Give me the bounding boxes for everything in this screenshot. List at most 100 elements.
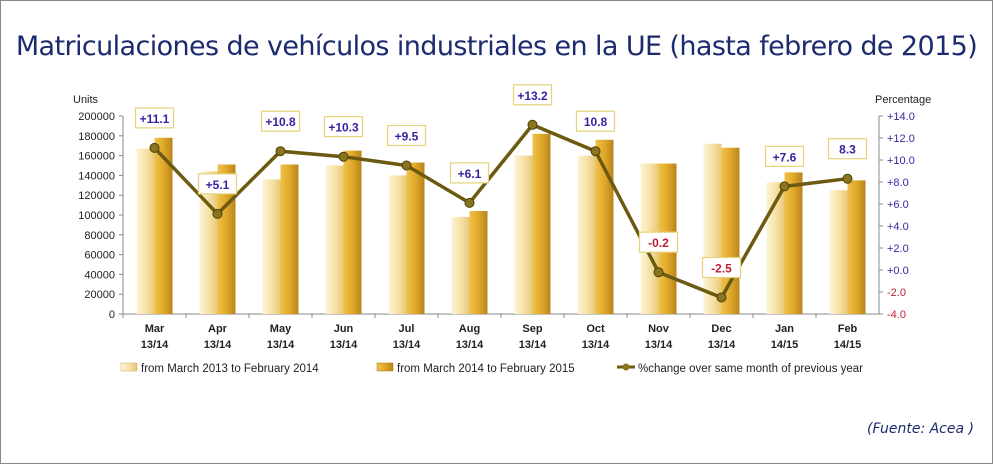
pct-change-point — [338, 151, 349, 162]
legend-swatch-2014-2015 — [376, 362, 394, 372]
pct-change-point — [590, 146, 601, 157]
data-label-box — [701, 256, 742, 279]
pct-change-point — [653, 267, 664, 278]
data-label: +7.6 — [773, 150, 797, 164]
bar-2013-2014 — [262, 179, 281, 314]
data-label: 10.8 — [584, 115, 608, 129]
bar-2013-2014 — [136, 148, 155, 314]
bar-2013-2014 — [829, 190, 848, 314]
data-label: +10.3 — [328, 121, 359, 135]
x-tick-label-period: 13/14 — [708, 339, 736, 351]
pct-change-point — [401, 160, 412, 171]
x-tick-label-month: Feb — [838, 323, 858, 335]
left-tick-label: 120000 — [78, 190, 115, 202]
x-tick-label-period: 14/15 — [771, 339, 799, 351]
legend-label-2014-2015: from March 2014 to February 2015 — [397, 363, 575, 375]
pct-change-point — [212, 208, 223, 219]
data-label: +9.5 — [395, 130, 419, 144]
right-tick-label: -4.0 — [887, 309, 906, 321]
x-tick-label-month: Jun — [334, 323, 354, 335]
pct-change-point — [275, 146, 286, 157]
right-tick-label: +4.0 — [887, 221, 909, 233]
bar-2014-2015 — [343, 150, 362, 314]
bar-2013-2014 — [577, 155, 596, 314]
right-tick-label: +6.0 — [887, 199, 909, 211]
data-label-box — [386, 124, 427, 147]
data-label-box — [449, 162, 490, 184]
right-tick-label: +2.0 — [887, 243, 909, 255]
data-label-box — [197, 173, 238, 195]
chart-title: Matriculaciones de vehículos industriale… — [15, 31, 978, 62]
right-tick-label: +10.0 — [887, 155, 915, 167]
left-tick-label: 20000 — [84, 289, 115, 301]
data-label: -0.2 — [648, 236, 669, 250]
left-tick-label: 0 — [109, 309, 115, 321]
x-tick-label-period: 13/14 — [456, 339, 484, 351]
bar-2013-2014 — [766, 182, 785, 314]
x-tick-label-month: Aug — [459, 323, 480, 335]
right-tick-label: +8.0 — [887, 177, 909, 189]
right-tick-label: -2.0 — [887, 287, 906, 299]
x-tick-label-period: 13/14 — [393, 339, 421, 351]
data-label-box — [575, 110, 616, 132]
data-label-box — [764, 145, 805, 167]
bar-2014-2015 — [469, 211, 488, 314]
x-tick-label-month: May — [270, 323, 292, 335]
data-label-box — [134, 107, 175, 129]
data-label: +6.1 — [458, 167, 482, 181]
bar-2014-2015 — [532, 133, 551, 314]
bar-2013-2014 — [388, 175, 407, 314]
x-tick-label-period: 13/14 — [330, 339, 358, 351]
left-tick-label: 140000 — [78, 170, 115, 182]
data-label-box — [323, 116, 364, 138]
pct-change-point — [464, 197, 475, 208]
pct-change-point — [149, 142, 160, 153]
pct-change-line — [153, 122, 848, 300]
data-label: +13.2 — [517, 89, 548, 103]
x-tick-label-month: Sep — [522, 323, 542, 335]
left-tick-label: 180000 — [78, 131, 115, 143]
data-label: 8.3 — [839, 143, 856, 157]
legend-label-pct-change: %change over same month of previous year — [638, 363, 863, 375]
right-tick-label: +12.0 — [887, 133, 915, 145]
x-tick-label-period: 13/14 — [582, 339, 610, 351]
data-label-box — [260, 110, 301, 132]
bar-2014-2015 — [406, 162, 425, 314]
right-axis-title: Percentage — [875, 94, 931, 106]
left-axis-title: Units — [73, 94, 99, 106]
x-tick-label-month: Oct — [586, 323, 605, 335]
data-label-box — [512, 84, 553, 106]
bar-2013-2014 — [451, 216, 470, 314]
x-tick-label-period: 13/14 — [204, 339, 232, 351]
pct-change-point — [842, 173, 853, 184]
x-tick-label-month: Mar — [145, 323, 165, 335]
data-label: -2.5 — [711, 262, 732, 276]
legend-marker-pct-change — [622, 363, 630, 371]
left-tick-label: 80000 — [84, 230, 115, 242]
left-tick-label: 60000 — [84, 250, 115, 262]
left-tick-label: 200000 — [78, 111, 115, 123]
pct-change-point — [716, 292, 727, 303]
x-tick-label-period: 13/14 — [519, 339, 547, 351]
bar-2013-2014 — [325, 165, 344, 314]
data-label: +5.1 — [206, 178, 230, 192]
legend-label-2013-2014: from March 2013 to February 2014 — [141, 363, 319, 375]
bar-2014-2015 — [280, 164, 299, 314]
data-label: +11.1 — [140, 112, 170, 126]
left-tick-label: 40000 — [84, 269, 115, 281]
x-tick-label-period: 13/14 — [141, 339, 169, 351]
x-tick-label-month: Dec — [711, 323, 731, 335]
legend-swatch-2013-2014 — [120, 362, 138, 372]
data-label-box — [827, 138, 868, 160]
bar-2013-2014 — [703, 143, 722, 314]
bar-2014-2015 — [784, 172, 803, 314]
x-tick-label-period: 13/14 — [267, 339, 295, 351]
data-label: +10.8 — [265, 115, 296, 129]
left-tick-label: 100000 — [78, 210, 115, 222]
bar-2014-2015 — [721, 147, 740, 314]
x-tick-label-period: 13/14 — [645, 339, 673, 351]
x-tick-label-month: Nov — [648, 323, 670, 335]
bar-2013-2014 — [514, 155, 533, 314]
